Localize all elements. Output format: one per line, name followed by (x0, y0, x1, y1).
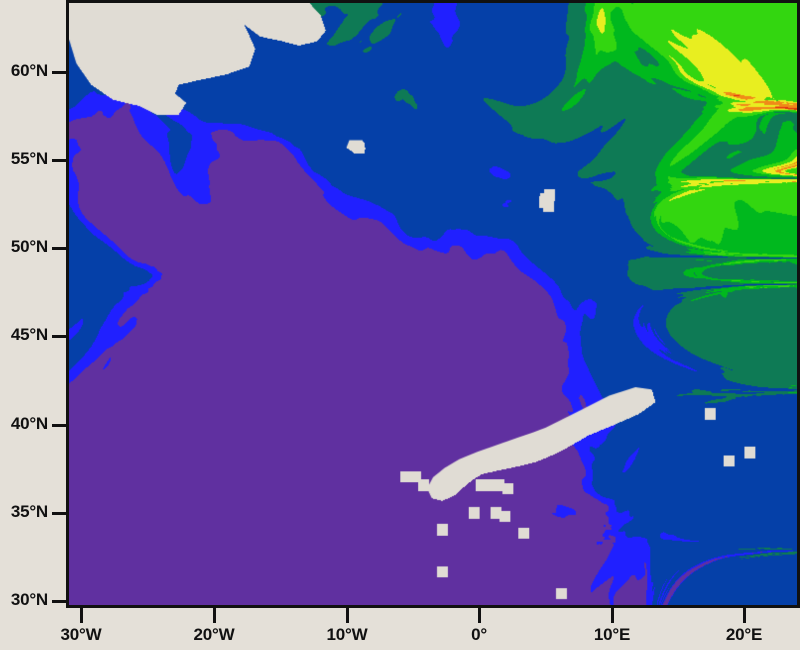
y-tick-label: 35°N (10, 502, 48, 521)
y-tick-mark (52, 247, 66, 250)
y-tick-mark (52, 512, 66, 515)
y-tick-mark (52, 71, 66, 74)
x-tick-label: 20°E (725, 625, 763, 644)
y-tick-label: 50°N (10, 237, 48, 256)
y-tick-mark (52, 600, 66, 603)
x-tick-mark (346, 608, 349, 623)
x-tick-label: 20°W (193, 625, 235, 644)
x-tick-label: 10°E (593, 625, 631, 644)
x-tick-mark (743, 608, 746, 623)
x-tick-mark (611, 608, 614, 623)
geospatial-heatmap-canvas[interactable] (69, 3, 797, 605)
y-tick-label: 40°N (10, 414, 48, 433)
x-tick-label: 0° (471, 625, 487, 644)
y-tick-mark (52, 159, 66, 162)
x-tick-mark (213, 608, 216, 623)
y-tick-mark (52, 424, 66, 427)
y-tick-label: 55°N (10, 149, 48, 168)
x-tick-label: 10°W (326, 625, 368, 644)
x-tick-mark (478, 608, 481, 623)
x-tick-label: 30°W (60, 625, 102, 644)
y-tick-mark (52, 335, 66, 338)
y-tick-label: 45°N (10, 325, 48, 344)
map-plot-area[interactable] (66, 0, 800, 608)
y-tick-label: 30°N (10, 590, 48, 609)
y-tick-label: 60°N (10, 61, 48, 80)
x-tick-mark (80, 608, 83, 623)
